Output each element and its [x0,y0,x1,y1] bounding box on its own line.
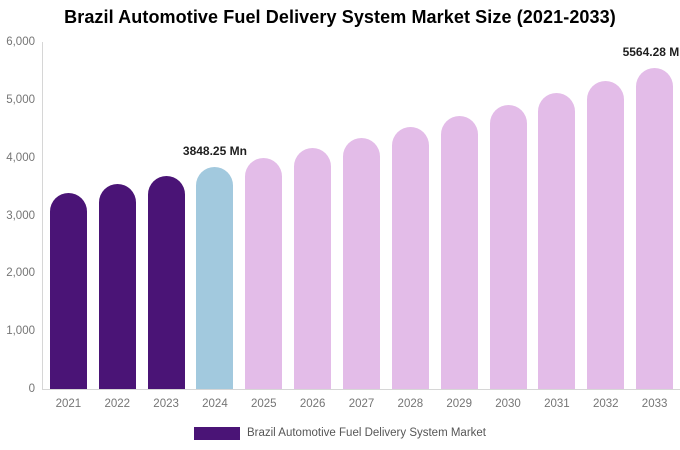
x-tick-2026: 2026 [299,398,326,410]
bar-2031[interactable] [538,93,576,390]
x-tick-2029: 2029 [446,398,472,410]
y-axis-line [42,42,43,390]
x-tick-2031: 2031 [544,398,570,410]
bar-2022[interactable] [98,184,136,390]
legend-label: Brazil Automotive Fuel Delivery System M… [246,427,487,439]
bar-2024[interactable] [196,166,234,390]
bar-2029[interactable] [440,116,478,390]
bar-2032[interactable] [587,80,625,390]
y-tick-2000: 2,000 [6,267,35,280]
bar-2023[interactable] [147,175,185,390]
x-tick-2021: 2021 [55,398,82,410]
x-tick-2033: 2033 [641,398,668,410]
x-tick-2025: 2025 [251,398,277,410]
x-tick-2023: 2023 [153,398,179,410]
x-tick-2032: 2032 [592,398,619,410]
bar-2026[interactable] [294,147,332,390]
legend-swatch [193,426,240,440]
y-tick-5000: 5,000 [6,93,35,106]
y-tick-6000: 6,000 [6,36,35,48]
chart-title: Brazil Automotive Fuel Delivery System M… [64,7,616,27]
y-tick-3000: 3,000 [6,209,35,222]
bar-2033[interactable] [636,67,674,390]
x-tick-2027: 2027 [348,398,375,410]
legend-item[interactable]: Brazil Automotive Fuel Delivery System M… [0,426,680,440]
x-tick-2024: 2024 [202,398,228,410]
y-tick-1000: 1,000 [6,325,35,338]
y-tick-0: 0 [28,383,35,395]
bar-2021[interactable] [49,192,87,390]
x-tick-2022: 2022 [104,398,131,410]
bar-2028[interactable] [391,127,429,390]
value-label-2024: 3848.25 Mn [182,143,247,158]
x-tick-2028: 2028 [397,398,424,410]
x-tick-2030: 2030 [495,398,521,410]
bar-2025[interactable] [245,157,283,390]
bar-2027[interactable] [343,137,380,390]
bar-2030[interactable] [489,104,527,390]
value-label-2033: 5564.28 Mn [622,44,680,59]
y-tick-4000: 4,000 [6,151,35,164]
x-axis-line [42,389,680,390]
